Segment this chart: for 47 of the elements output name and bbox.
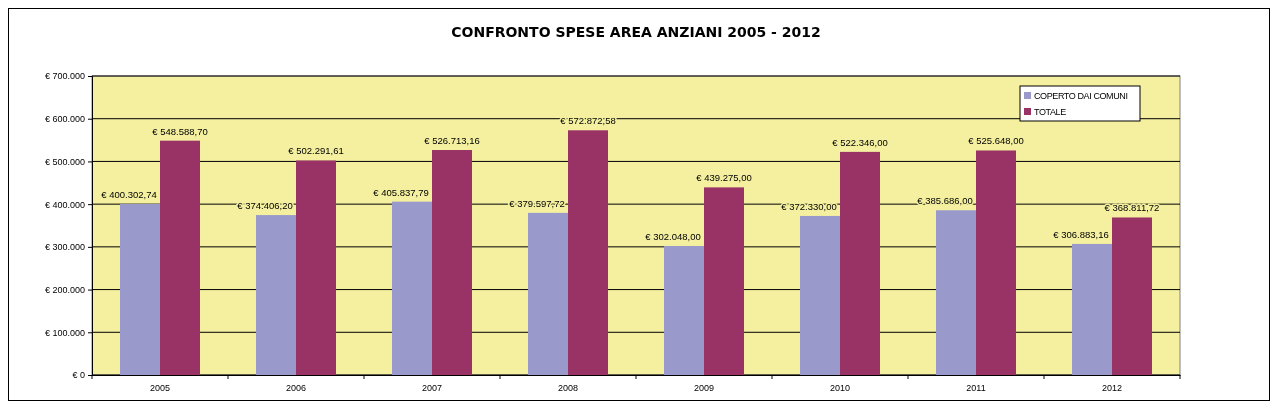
bar bbox=[528, 212, 568, 375]
bar bbox=[568, 130, 608, 375]
bar bbox=[936, 210, 976, 375]
bar bbox=[976, 150, 1016, 375]
bar bbox=[1112, 217, 1152, 375]
y-tick-label: € 300.000 bbox=[44, 242, 85, 253]
data-label: € 302.048,00 bbox=[645, 230, 701, 242]
data-label: € 306.883,16 bbox=[1053, 228, 1109, 240]
y-tick-label: € 700.000 bbox=[44, 71, 85, 82]
data-label: € 548.588,70 bbox=[152, 125, 208, 137]
bar bbox=[296, 160, 336, 375]
x-tick-label: 2010 bbox=[829, 383, 851, 394]
bar bbox=[664, 245, 704, 375]
x-tick-label: 2007 bbox=[421, 383, 443, 394]
bar bbox=[800, 215, 840, 375]
data-label: € 400.302,74 bbox=[101, 189, 157, 201]
y-tick-label: € 400.000 bbox=[44, 199, 85, 210]
bar bbox=[120, 204, 160, 375]
data-label: € 502.291,61 bbox=[288, 145, 344, 157]
y-tick-label: € 200.000 bbox=[44, 284, 85, 295]
y-tick-label: € 0 bbox=[72, 370, 85, 381]
bar bbox=[1072, 243, 1112, 375]
legend-label: COPERTO DAI COMUNI bbox=[1034, 91, 1128, 101]
data-label: € 522.346,00 bbox=[832, 136, 888, 148]
x-tick-label: 2005 bbox=[149, 383, 171, 394]
legend-label: TOTALE bbox=[1034, 107, 1067, 117]
x-tick-label: 2006 bbox=[285, 383, 307, 394]
bar bbox=[704, 187, 744, 375]
chart-title: CONFRONTO SPESE AREA ANZIANI 2005 - 2012 bbox=[451, 24, 821, 40]
bar bbox=[160, 140, 200, 375]
data-label: € 439.275,00 bbox=[696, 172, 752, 184]
bar bbox=[840, 151, 880, 375]
bar bbox=[432, 150, 472, 375]
x-tick-label: 2011 bbox=[966, 383, 986, 394]
data-label: € 385.686,00 bbox=[917, 195, 973, 207]
y-tick-label: € 100.000 bbox=[44, 327, 85, 338]
x-tick-label: 2008 bbox=[557, 383, 579, 394]
data-label: € 526.713,16 bbox=[424, 135, 480, 147]
x-tick-label: 2009 bbox=[693, 383, 715, 394]
data-label: € 525.648,00 bbox=[968, 135, 1024, 147]
data-label: € 405.837,79 bbox=[373, 186, 429, 198]
data-label: € 368.811,72 bbox=[1104, 202, 1160, 214]
y-tick-label: € 500.000 bbox=[44, 156, 85, 167]
x-tick-label: 2012 bbox=[1101, 383, 1123, 394]
bar bbox=[256, 215, 296, 375]
bar bbox=[392, 201, 432, 375]
y-tick-label: € 600.000 bbox=[44, 114, 85, 125]
